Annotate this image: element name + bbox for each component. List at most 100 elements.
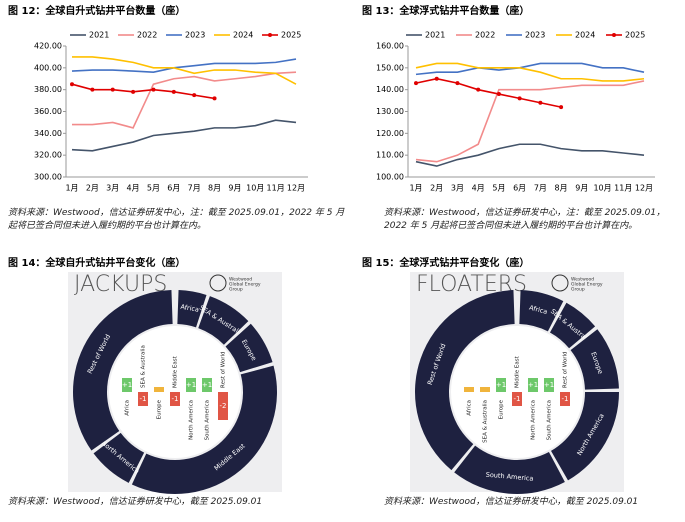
point — [559, 105, 564, 110]
bar — [496, 378, 506, 392]
bar — [202, 378, 212, 392]
x-tick-label: 9月 — [575, 184, 588, 193]
y-tick-label: 130.00 — [376, 107, 404, 116]
x-tick-label: 11月 — [614, 184, 632, 193]
x-tick-label: 11月 — [267, 184, 285, 193]
series-line — [415, 80, 645, 163]
logo-text: Westwood — [229, 277, 252, 283]
bar-value-label: -1 — [172, 395, 179, 403]
x-tick-label: 10月 — [593, 184, 611, 193]
point — [517, 96, 522, 101]
bar-value-label: +1 — [544, 381, 554, 389]
ring-segment — [225, 323, 273, 373]
bar — [138, 392, 148, 406]
legend-label: 2024 — [233, 31, 253, 40]
bar-value-label: +1 — [528, 381, 538, 389]
logo-text: Westwood — [571, 277, 594, 283]
x-tick-label: 7月 — [534, 184, 547, 193]
point — [90, 87, 95, 92]
bar — [122, 378, 132, 392]
source-note: 资料来源：Westwood，信达证券研发中心，截至 2025.09.01 — [8, 497, 263, 507]
legend-label: 2024 — [575, 31, 595, 40]
legend-marker — [612, 33, 616, 37]
bar-value-label: +1 — [202, 381, 212, 389]
bar-category-label: North America — [531, 400, 537, 440]
legend-label: 2021 — [89, 31, 109, 40]
ring-segment — [73, 290, 173, 451]
source-note: 资料来源：Westwood，信达证券研发中心，截至 2025.09.01 — [384, 497, 639, 507]
series-line — [415, 143, 645, 167]
chart-title: 图 12：全球自升式钻井平台数量（座） — [8, 4, 185, 17]
ring-segment — [93, 432, 145, 483]
y-tick-label: 300.00 — [34, 173, 62, 182]
bar-category-label: Europe — [157, 399, 163, 419]
point — [434, 76, 439, 81]
x-tick-label: 1月 — [65, 184, 78, 193]
bar-category-label: Middle East — [515, 355, 521, 388]
x-tick-label: 6月 — [167, 184, 180, 193]
x-tick-label: 1月 — [409, 184, 422, 193]
bar-category-label: Rest of World — [563, 351, 569, 388]
x-tick-label: 2月 — [86, 184, 99, 193]
y-tick-label: 400.00 — [34, 63, 62, 72]
x-tick-label: 5月 — [492, 184, 505, 193]
ring-segment — [177, 290, 207, 328]
point — [171, 89, 176, 94]
point — [212, 96, 217, 101]
x-tick-label: 9月 — [228, 184, 241, 193]
point — [496, 92, 501, 97]
bar — [560, 392, 570, 406]
bar — [512, 392, 522, 406]
bar-category-label: Rest of World — [221, 351, 227, 388]
legend-label: 2025 — [625, 31, 645, 40]
x-tick-label: 3月 — [106, 184, 119, 193]
bar-category-label: SEA & Australia — [141, 345, 147, 388]
bar-category-label: North America — [189, 400, 195, 440]
bar — [186, 378, 196, 392]
legend-label: 2021 — [425, 31, 445, 40]
x-tick-label: 10月 — [246, 184, 264, 193]
y-tick-label: 120.00 — [376, 129, 404, 138]
bar-value-label: +1 — [122, 381, 132, 389]
point — [538, 100, 543, 105]
x-tick-label: 12月 — [287, 184, 305, 193]
bar — [480, 387, 490, 392]
bar-category-label: Africa — [467, 400, 473, 416]
point — [131, 89, 136, 94]
x-tick-label: 12月 — [635, 184, 653, 193]
point — [110, 87, 115, 92]
bar — [544, 378, 554, 392]
legend-label: 2022 — [475, 31, 495, 40]
x-tick-label: 8月 — [208, 184, 221, 193]
series-line — [415, 77, 562, 108]
ring-segment — [415, 290, 515, 471]
figure-title: 图 15：全球浮式钻井平台变化（座） — [362, 256, 529, 269]
point — [151, 87, 156, 92]
y-tick-label: 320.00 — [34, 151, 62, 160]
bar-value-label: -1 — [514, 395, 521, 403]
source-note: 资料来源：Westwood，信达证券研发中心，注：截至 2025.09.01，2… — [384, 208, 666, 231]
y-tick-label: 160.00 — [376, 42, 404, 51]
y-tick-label: 110.00 — [376, 151, 404, 160]
ring-segment — [198, 296, 249, 345]
series-line — [71, 58, 297, 74]
bar-value-label: +1 — [496, 381, 506, 389]
bar-value-label: -2 — [220, 402, 227, 410]
bar-value-label: +1 — [186, 381, 196, 389]
y-tick-label: 140.00 — [376, 85, 404, 94]
logo-text: Group — [571, 287, 585, 293]
ring-segment — [131, 365, 277, 494]
bar — [464, 387, 474, 392]
logo-text: Group — [229, 287, 243, 293]
x-tick-label: 8月 — [555, 184, 568, 193]
x-tick-label: 5月 — [147, 184, 160, 193]
x-tick-label: 4月 — [127, 184, 140, 193]
bar — [528, 378, 538, 392]
y-tick-label: 420.00 — [34, 42, 62, 51]
ring-segment — [570, 329, 619, 390]
bar-category-label: SEA & Australia — [483, 400, 489, 443]
series-line — [72, 71, 297, 129]
y-tick-label: 150.00 — [376, 63, 404, 72]
bar-value-label: -1 — [140, 395, 147, 403]
